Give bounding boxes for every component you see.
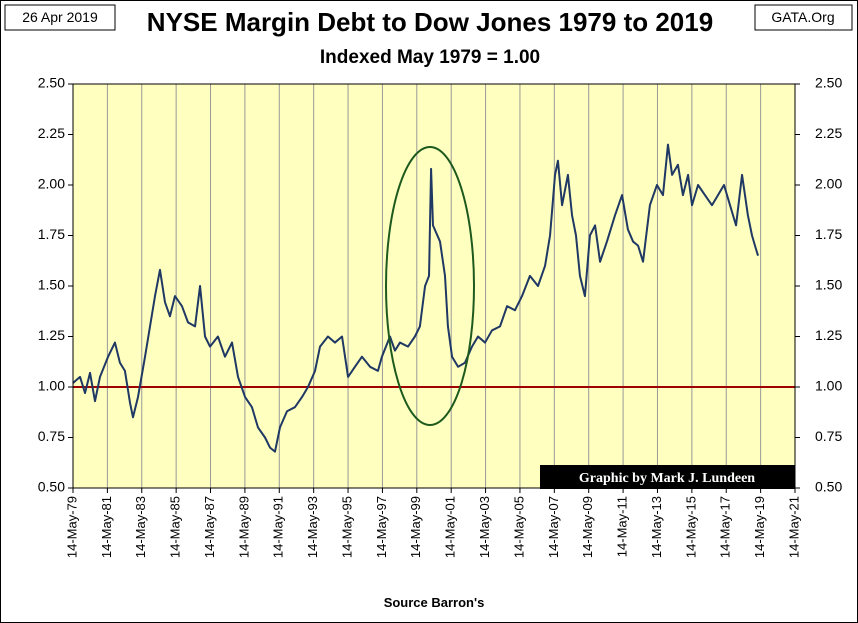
y2-tick-label: 1.75 xyxy=(815,226,842,242)
x-tick-label: 14-May-21 xyxy=(786,496,801,558)
x-tick-label: 14-May-05 xyxy=(511,496,526,558)
credit: Graphic by Mark J. Lundeen xyxy=(579,471,755,486)
y2-tick-label: 1.50 xyxy=(815,277,842,293)
x-tick-label: 14-May-07 xyxy=(546,496,561,558)
y-tick-label: 0.50 xyxy=(38,479,65,495)
x-tick-label: 14-May-03 xyxy=(477,496,492,558)
x-tick-label: 14-May-85 xyxy=(168,496,183,558)
y2-tick-label: 2.00 xyxy=(815,176,842,192)
x-tick-label: 14-May-89 xyxy=(236,496,251,558)
x-tick-label: 14-May-81 xyxy=(99,496,114,558)
data-line xyxy=(72,143,759,453)
y-tick-label: 1.75 xyxy=(38,226,65,242)
plot-area xyxy=(73,84,795,488)
y2-tick-label: 1.00 xyxy=(815,378,842,394)
chart-title: NYSE Margin Debt to Dow Jones 1979 to 20… xyxy=(147,7,713,37)
y-tick-label: 1.00 xyxy=(38,378,65,394)
x-tick-label: 14-May-01 xyxy=(443,496,458,558)
x-tick-label: 14-May-99 xyxy=(408,496,423,558)
credit-box xyxy=(540,465,795,489)
y2-tick-label: 2.25 xyxy=(815,125,842,141)
source-label: GATA.Org xyxy=(771,9,834,25)
x-tick-label: 14-May-09 xyxy=(580,496,595,558)
date-label: 26 Apr 2019 xyxy=(22,9,98,25)
layer: 14-May-79 14-May-81 14-May-83 14-May-85 14-M… xyxy=(38,75,843,558)
y-tick-label: 1.50 xyxy=(38,277,65,293)
x-tick-label: 14-May-83 xyxy=(133,496,148,558)
y2-tick-label: 1.25 xyxy=(815,327,842,343)
x-tick-label: 14-May-15 xyxy=(683,496,698,558)
y-tick-label: 2.50 xyxy=(38,75,65,91)
y-tick-label: 2.25 xyxy=(38,125,65,141)
y-tick-label: 1.25 xyxy=(38,327,65,343)
x-tick-label: 14-May-97 xyxy=(374,496,389,558)
date-box xyxy=(4,4,116,31)
y2-tick-label: 2.50 xyxy=(815,75,842,91)
highlight-ellipse xyxy=(385,146,475,426)
y-tick-label: 2.00 xyxy=(38,176,65,192)
x-tick-label: 14-May-19 xyxy=(752,496,767,558)
x-tick-label: 14-May-91 xyxy=(271,496,286,558)
chart-subtitle: Indexed May 1979 = 1.00 xyxy=(320,47,540,68)
plot-border xyxy=(72,83,796,489)
x-tick-label: 14-May-87 xyxy=(202,496,217,558)
x-tick-label: 14-May-79 xyxy=(64,496,79,558)
x-tick-label: 14-May-93 xyxy=(305,496,320,558)
x-tick-label: 14-May-11 xyxy=(615,496,630,557)
y-tick-label: 0.75 xyxy=(38,428,65,444)
x-tick-label: 14-May-95 xyxy=(339,496,354,558)
y2-tick-label: 0.75 xyxy=(815,428,842,444)
x-axis-label: Source Barron's xyxy=(384,595,485,610)
x-tick-label: 14-May-17 xyxy=(718,496,733,558)
x-tick-label: 14-May-13 xyxy=(649,496,664,558)
y2-tick-label: 0.50 xyxy=(815,479,842,495)
source-box xyxy=(754,4,853,31)
